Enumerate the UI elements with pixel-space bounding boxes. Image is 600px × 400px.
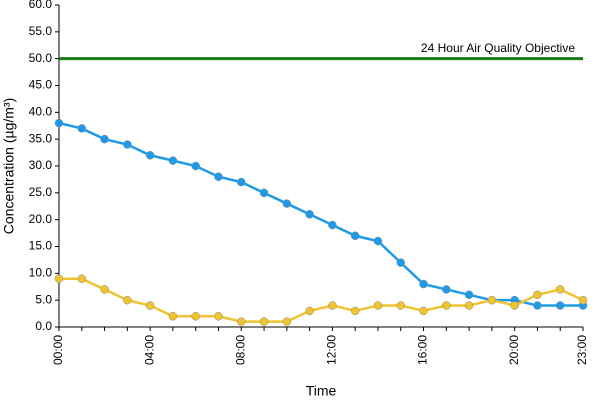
point	[373, 236, 383, 246]
x-axis-title: Time	[306, 383, 337, 399]
y-tick-label: 15.0	[29, 239, 53, 253]
point	[259, 188, 269, 198]
point	[282, 317, 292, 326]
point	[100, 134, 109, 144]
y-tick-label: 30.0	[29, 158, 53, 172]
y-axis-title: Concentration (µg/m³)	[1, 98, 17, 234]
x-tick-label: 04:00	[142, 335, 156, 365]
point	[305, 306, 314, 316]
series-line	[58, 121, 583, 307]
y-tick-label: 20.0	[29, 212, 53, 226]
point	[555, 285, 565, 294]
point	[305, 210, 314, 219]
y-tick-label: 55.0	[29, 24, 53, 38]
point	[282, 199, 292, 208]
y-tick-label: 35.0	[29, 131, 53, 145]
x-tick-label: 20:00	[507, 335, 521, 365]
point	[555, 301, 565, 310]
point	[396, 301, 405, 310]
point	[54, 118, 64, 128]
point	[259, 317, 269, 326]
point	[419, 279, 428, 289]
point	[77, 124, 87, 133]
point	[442, 285, 451, 294]
y-tick-label: 10.0	[29, 266, 53, 280]
x-tick-label: 16:00	[416, 335, 430, 365]
point	[350, 306, 360, 316]
y-tick-label: 45.0	[29, 78, 53, 92]
point	[54, 274, 64, 283]
point	[533, 301, 542, 310]
reference-label: 24 Hour Air Quality Objective	[421, 41, 575, 55]
point	[123, 140, 132, 149]
point	[373, 301, 383, 310]
point	[464, 301, 474, 310]
x-tick-label: 23:00	[575, 335, 589, 365]
point	[350, 231, 360, 241]
point	[419, 306, 428, 316]
point	[77, 274, 87, 283]
point	[191, 312, 200, 321]
x-tick-label: 08:00	[233, 335, 247, 365]
point	[328, 220, 337, 230]
point	[237, 317, 246, 326]
point	[214, 172, 223, 181]
y-tick-label: 60.0	[29, 0, 53, 11]
point	[328, 301, 337, 310]
point	[464, 290, 474, 300]
point	[168, 312, 178, 321]
point	[533, 290, 542, 300]
x-tick-label: 00:00	[51, 335, 65, 365]
point	[191, 161, 200, 171]
point	[214, 312, 223, 321]
point	[237, 177, 246, 187]
point	[396, 258, 405, 267]
y-tick-label: 40.0	[29, 105, 53, 119]
point	[442, 301, 451, 310]
y-tick-label: 25.0	[29, 185, 53, 199]
y-tick-label: 0.0	[35, 319, 52, 333]
point	[578, 295, 588, 305]
point	[487, 295, 497, 305]
point	[168, 156, 178, 165]
point	[123, 295, 132, 305]
y-tick-label: 50.0	[29, 51, 53, 65]
y-tick-label: 5.0	[35, 292, 52, 306]
point	[510, 301, 519, 310]
point	[145, 151, 155, 160]
point	[145, 301, 155, 310]
x-tick-label: 12:00	[325, 335, 339, 365]
point	[100, 285, 109, 294]
